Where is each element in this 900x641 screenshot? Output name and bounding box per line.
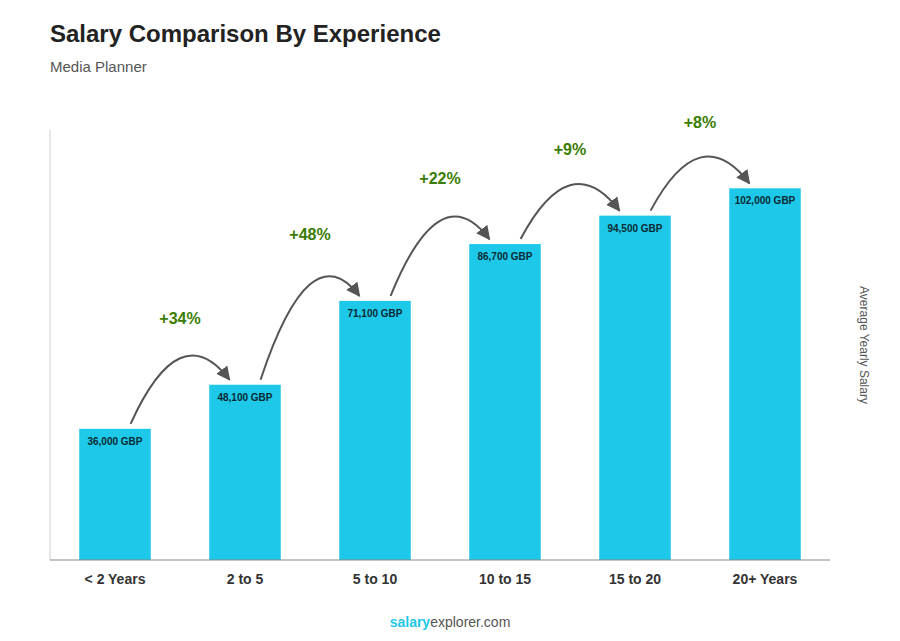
change-arrow xyxy=(651,156,750,210)
x-tick-label: < 2 Years xyxy=(85,571,146,587)
change-arrow xyxy=(521,184,620,239)
change-label: +8% xyxy=(684,114,716,131)
change-arrows xyxy=(131,156,750,423)
data-label: 102,000 GBP xyxy=(735,195,796,206)
data-label: 86,700 GBP xyxy=(477,251,532,262)
subtitle: Media Planner xyxy=(50,58,147,75)
x-tick-label: 10 to 15 xyxy=(479,571,531,587)
title: Salary Comparison By Experience xyxy=(50,20,441,47)
footer-part: salary xyxy=(390,614,431,630)
change-label: +9% xyxy=(554,141,586,158)
change-label: +34% xyxy=(159,310,200,327)
change-arrow xyxy=(261,276,360,380)
data-label: 48,100 GBP xyxy=(217,392,272,403)
x-tick-label: 20+ Years xyxy=(733,571,798,587)
data-label: 71,100 GBP xyxy=(347,308,402,319)
change-label: +22% xyxy=(419,170,460,187)
data-label: 36,000 GBP xyxy=(87,436,142,447)
x-axis-line xyxy=(50,560,830,561)
bar xyxy=(729,188,801,560)
y-axis-line xyxy=(50,130,51,560)
x-tick-label: 15 to 20 xyxy=(609,571,661,587)
change-arrow xyxy=(391,216,490,295)
bars xyxy=(79,188,801,560)
bar xyxy=(469,244,541,560)
x-tick-label: 5 to 10 xyxy=(353,571,398,587)
bar xyxy=(79,429,151,560)
footer: salaryexplorer.com xyxy=(390,614,511,630)
chart-container: Salary Comparison By Experience Media Pla… xyxy=(0,0,900,641)
footer-part: explorer.com xyxy=(430,614,510,630)
bar xyxy=(339,301,411,560)
data-label: 94,500 GBP xyxy=(607,223,662,234)
chart-svg: Salary Comparison By Experience Media Pla… xyxy=(0,0,900,641)
x-tick-label: 2 to 5 xyxy=(227,571,264,587)
change-label: +48% xyxy=(289,226,330,243)
change-arrow xyxy=(131,355,230,423)
y-axis-label: Average Yearly Salary xyxy=(857,286,871,404)
bar xyxy=(599,216,671,560)
bar xyxy=(209,385,281,560)
